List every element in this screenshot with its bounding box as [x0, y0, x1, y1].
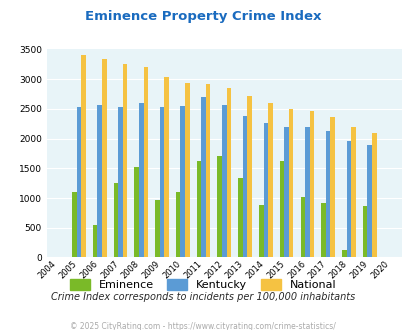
Bar [185, 83, 189, 257]
Bar [134, 167, 139, 257]
Bar [288, 110, 293, 257]
Bar [205, 84, 210, 257]
Bar [77, 107, 81, 257]
Bar [346, 141, 350, 257]
Bar [102, 59, 106, 257]
Bar [201, 97, 205, 257]
Bar [320, 203, 325, 257]
Bar [284, 127, 288, 257]
Bar [143, 67, 148, 257]
Bar [367, 145, 371, 257]
Bar [159, 107, 164, 257]
Bar [97, 105, 102, 257]
Bar [267, 103, 272, 257]
Bar [300, 197, 305, 257]
Bar [263, 122, 267, 257]
Bar [258, 205, 263, 257]
Bar [72, 192, 77, 257]
Bar [93, 225, 97, 257]
Bar [226, 87, 230, 257]
Bar [118, 107, 122, 257]
Bar [155, 200, 159, 257]
Bar [113, 183, 118, 257]
Bar [238, 179, 242, 257]
Bar [305, 127, 309, 257]
Bar [222, 105, 226, 257]
Bar [350, 127, 355, 257]
Text: © 2025 CityRating.com - https://www.cityrating.com/crime-statistics/: © 2025 CityRating.com - https://www.city… [70, 322, 335, 330]
Bar [325, 131, 330, 257]
Bar [309, 111, 313, 257]
Bar [164, 77, 168, 257]
Bar [279, 161, 283, 257]
Bar [122, 64, 127, 257]
Bar [139, 103, 143, 257]
Bar [217, 156, 222, 257]
Legend: Eminence, Kentucky, National: Eminence, Kentucky, National [65, 275, 340, 294]
Bar [371, 133, 376, 257]
Bar [247, 96, 252, 257]
Bar [242, 116, 247, 257]
Bar [330, 117, 334, 257]
Bar [362, 206, 367, 257]
Bar [180, 106, 185, 257]
Bar [175, 192, 180, 257]
Bar [196, 161, 201, 257]
Text: Crime Index corresponds to incidents per 100,000 inhabitants: Crime Index corresponds to incidents per… [51, 292, 354, 302]
Bar [341, 250, 346, 257]
Bar [81, 55, 85, 257]
Text: Eminence Property Crime Index: Eminence Property Crime Index [85, 10, 320, 23]
